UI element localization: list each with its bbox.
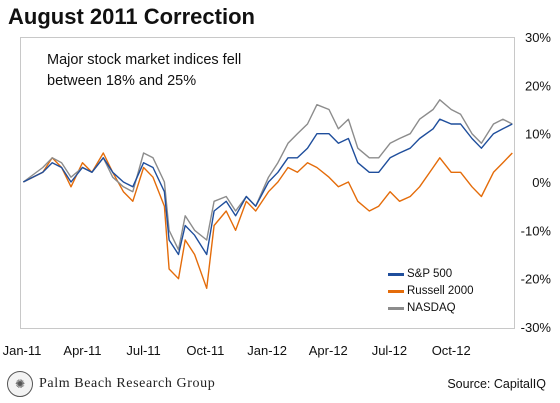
y-tick-label: 10%	[525, 127, 551, 142]
x-tick-label: Jul-11	[126, 343, 160, 358]
legend-item-russell: Russell 2000	[388, 283, 473, 300]
x-axis-ticks: Jan-11 Apr-11 Jul-11 Oct-11 Jan-12 Apr-12 Jul-…	[3, 343, 471, 358]
plot-area	[20, 37, 515, 329]
x-tick-label: Jul-12	[372, 343, 407, 358]
legend: S&P 500 Russell 2000 NASDAQ	[388, 266, 473, 317]
annotation-text: Major stock market indices fell between …	[47, 50, 307, 92]
legend-label-nasdaq: NASDAQ	[407, 302, 456, 314]
x-tick-label: Jan-12	[247, 343, 287, 358]
legend-item-sp500: S&P 500	[388, 266, 473, 283]
legend-item-nasdaq: NASDAQ	[388, 300, 473, 317]
y-tick-label: -10%	[521, 223, 552, 238]
chart-title: August 2011 Correction	[8, 4, 255, 29]
y-tick-label: 20%	[525, 78, 551, 93]
annotation-line-2: between 18% and 25%	[47, 73, 197, 89]
y-tick-label: 0%	[532, 175, 551, 190]
legend-label-russell: Russell 2000	[407, 285, 474, 297]
x-tick-label: Apr-11	[63, 343, 101, 358]
annotation-line-1: Major stock market indices fell	[47, 52, 242, 68]
series-line-nasdaq	[22, 99, 513, 251]
legend-swatch-sp500	[388, 273, 404, 276]
legend-swatch-nasdaq	[388, 307, 404, 310]
series-layer	[22, 99, 513, 289]
y-axis-ticks: 30% 20% 10% 0% -10% -20% -30%	[521, 30, 552, 335]
x-tick-label: Oct-11	[186, 343, 224, 358]
brand-name: Palm Beach Research Group	[39, 376, 216, 391]
series-line-s-p-500	[22, 118, 513, 256]
x-tick-label: Oct-12	[432, 343, 471, 358]
x-tick-label: Jan-11	[3, 343, 42, 358]
y-tick-label: -30%	[521, 320, 552, 335]
legend-swatch-russell	[388, 290, 404, 293]
brand-logo: ✺ Palm Beach Research Group	[7, 371, 215, 397]
y-tick-label: -20%	[521, 272, 552, 287]
legend-label-sp500: S&P 500	[407, 268, 453, 280]
y-tick-label: 30%	[525, 30, 551, 45]
x-tick-label: Apr-12	[309, 343, 348, 358]
source-note: Source: CapitalIQ	[447, 377, 546, 391]
seal-icon: ✺	[7, 371, 33, 397]
